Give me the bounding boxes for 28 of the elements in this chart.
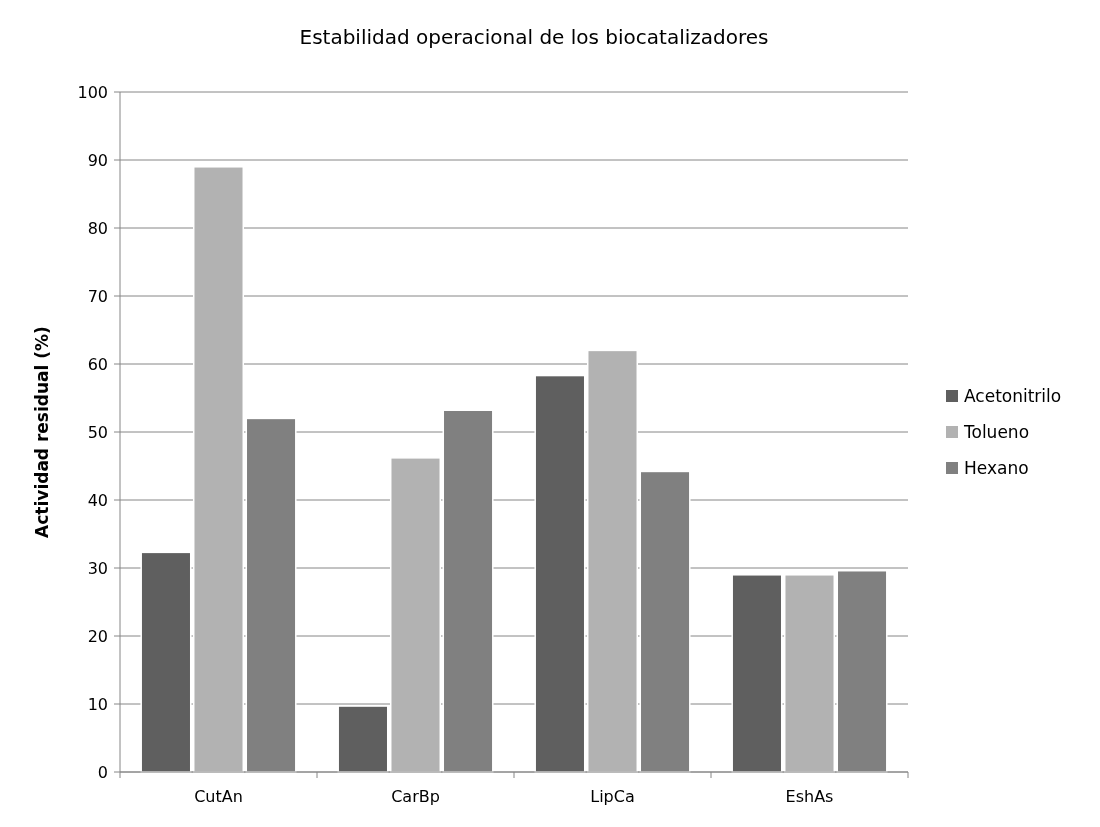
- y-tick-label: 40: [87, 490, 108, 510]
- chart-title: Estabilidad operacional de los biocatalizadores: [299, 25, 769, 49]
- bar: [192, 166, 245, 773]
- bar: [731, 574, 783, 773]
- bar: [534, 374, 586, 773]
- y-tick-label: 90: [87, 150, 108, 170]
- legend-label: Acetonitrilo: [964, 385, 1062, 406]
- y-tick-label: 0: [97, 762, 108, 782]
- bar: [337, 705, 389, 773]
- y-tick-label: 80: [87, 218, 108, 238]
- y-tick-label: 50: [87, 422, 108, 442]
- y-axis-title: Actividad residual (%): [32, 326, 52, 538]
- x-tick-label: LipCa: [590, 787, 635, 806]
- bar: [389, 457, 442, 773]
- y-tick-label: 70: [87, 286, 108, 306]
- bar: [783, 574, 836, 773]
- y-tick-label: 30: [87, 558, 108, 578]
- bar: [140, 551, 192, 773]
- x-tick-label: EshAs: [785, 787, 834, 806]
- y-tick-label: 20: [87, 626, 108, 646]
- bar: [586, 349, 639, 773]
- x-tick-label: CarBp: [391, 787, 440, 806]
- y-tick-label: 100: [77, 82, 108, 102]
- legend-label: Tolueno: [963, 421, 1030, 442]
- y-tick-label: 10: [87, 694, 108, 714]
- x-tick-label: CutAn: [194, 787, 243, 806]
- legend-label: Hexano: [964, 457, 1029, 478]
- y-tick-label: 60: [87, 354, 108, 374]
